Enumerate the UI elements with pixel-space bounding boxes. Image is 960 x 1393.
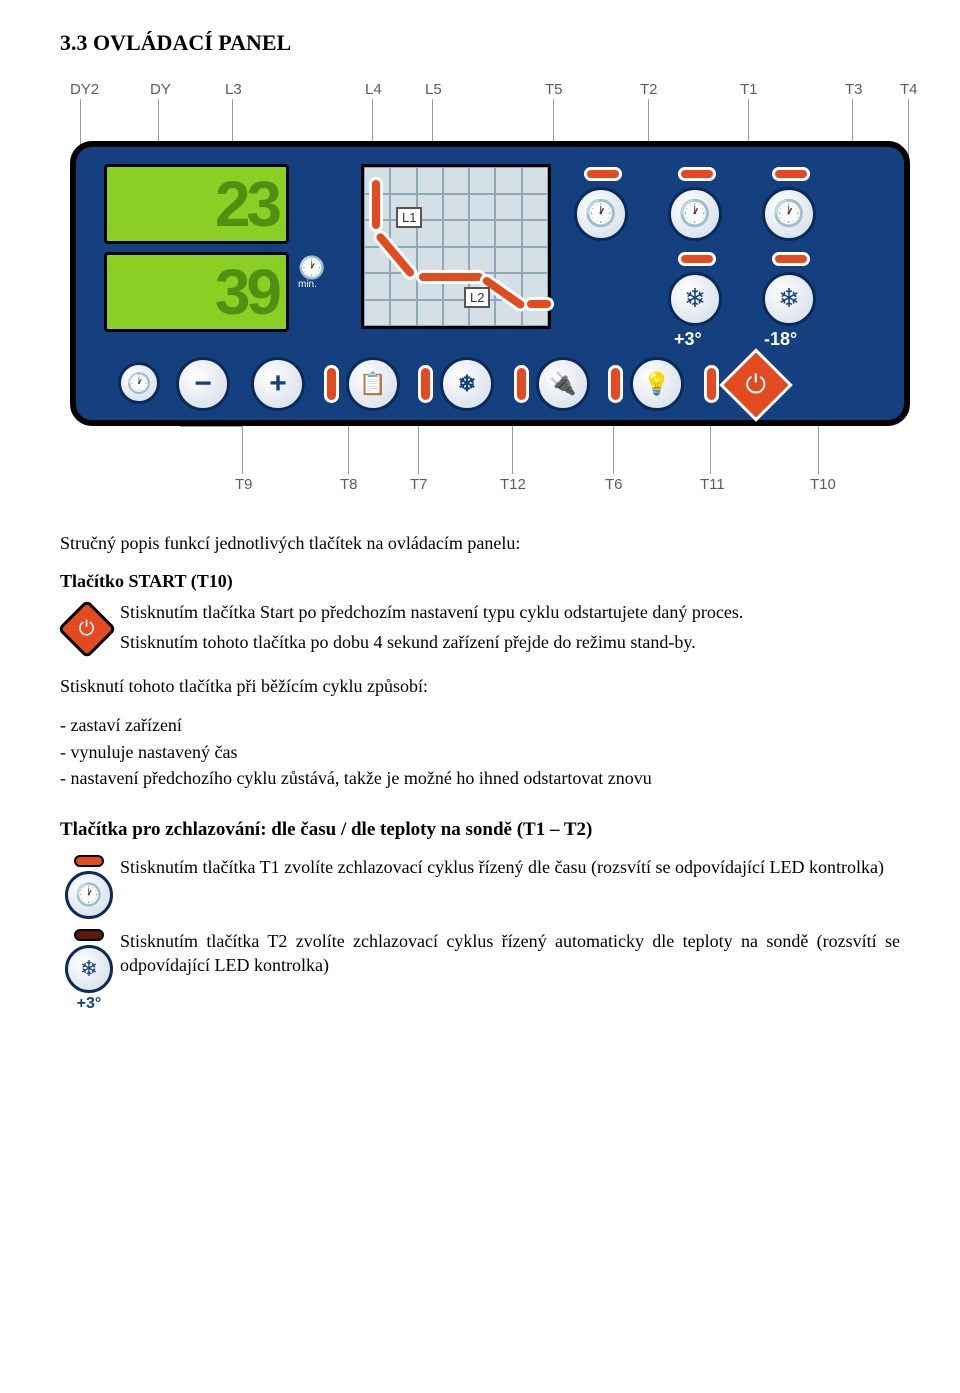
- curve-segment: [416, 270, 486, 284]
- label-l2-box: L2: [464, 287, 490, 308]
- led-t4: [772, 252, 810, 266]
- t2-block: ❄ +3° Stisknutím tlačítka T2 zvolíte zch…: [60, 929, 900, 1013]
- lcd-temp-value: 23: [215, 172, 278, 236]
- label-t2: T2: [640, 81, 658, 98]
- led-t3: [678, 252, 716, 266]
- lcd-time-value: 39: [215, 260, 278, 324]
- effect-item: nastavení předchozího cyklu zůstává, tak…: [60, 765, 900, 791]
- callout-line: [418, 426, 419, 474]
- led-off-icon: [74, 929, 104, 941]
- callout-line: [710, 426, 711, 474]
- label-t11: T11: [700, 476, 725, 493]
- gauge-t5[interactable]: 🕐: [574, 187, 628, 241]
- led-t1: [772, 167, 810, 181]
- btn-t10-start[interactable]: ⏻: [719, 348, 793, 422]
- callout-line: [908, 99, 909, 159]
- label-t1: T1: [740, 81, 758, 98]
- t1t2-heading: Tlačítka pro zchlazování: dle času / dle…: [60, 819, 900, 841]
- control-panel-diagram: DY2 DY L3 L4 L5 T5 T2 T1 T3 T4 23 🌡 39 🕐…: [60, 81, 920, 501]
- label-t7: T7: [410, 476, 428, 493]
- lcd-temperature: 23: [104, 164, 289, 244]
- label-t10: T10: [810, 476, 836, 493]
- btn-t9-clock[interactable]: 🕐: [118, 362, 160, 404]
- effect-item: zastaví zařízení: [60, 712, 900, 738]
- label-t9: T9: [235, 476, 253, 493]
- callout-line: [348, 426, 349, 474]
- effect-item: vynuluje nastavený čas: [60, 739, 900, 765]
- label-l5: L5: [425, 81, 442, 98]
- control-panel: 23 🌡 39 🕐 min.: [70, 141, 910, 426]
- btn-t12-list[interactable]: 📋: [346, 357, 400, 411]
- curve-segment: [369, 177, 383, 232]
- temp-plus3-label: +3°: [674, 329, 702, 350]
- t10-heading: Tlačítko START (T10): [60, 569, 900, 593]
- label-t12: T12: [500, 476, 526, 493]
- thermometer-icon: 🌡: [298, 167, 334, 201]
- temp-minus18-label: -18°: [764, 329, 797, 350]
- min-label: min.: [298, 279, 317, 290]
- label-t6: T6: [605, 476, 623, 493]
- label-t8: T8: [340, 476, 358, 493]
- label-l1-box: L1: [396, 207, 422, 228]
- led-t10: [704, 365, 719, 403]
- start-button-icon: ⏻: [57, 599, 116, 658]
- led-t2: [678, 167, 716, 181]
- t10-block: ⏻ Stisknutím tlačítka Start po předchozí…: [60, 600, 900, 661]
- callout-line: [613, 426, 614, 474]
- led-t11a: [514, 365, 529, 403]
- intro-lead: Stručný popis funkcí jednotlivých tlačít…: [60, 531, 900, 555]
- callout-line: [242, 426, 243, 474]
- t1-block: 🕐 Stisknutím tlačítka T1 zvolíte zchlazo…: [60, 855, 900, 919]
- effects-lead: Stisknutí tohoto tlačítka při běžícím cy…: [60, 674, 900, 698]
- led-t5: [584, 167, 622, 181]
- label-dy2: DY2: [70, 81, 99, 98]
- gauge-t4[interactable]: ❄: [762, 272, 816, 326]
- btn-t6-defrost[interactable]: ❄: [440, 357, 494, 411]
- label-dy: DY: [150, 81, 171, 98]
- gauge-t1[interactable]: 🕐: [762, 187, 816, 241]
- label-l3: L3: [225, 81, 242, 98]
- effects-list: zastaví zařízení vynuluje nastavený čas …: [60, 712, 900, 790]
- led-t11b: [608, 365, 623, 403]
- gauge-t3[interactable]: ❄: [668, 272, 722, 326]
- section-title: 3.3 OVLÁDACÍ PANEL: [60, 30, 900, 56]
- gauge-t1-icon: 🕐: [65, 871, 113, 919]
- callout-line: [512, 426, 513, 474]
- callout-line: [818, 426, 819, 474]
- label-t5: T5: [545, 81, 563, 98]
- t10-p2: Stisknutím tohoto tlačítka po dobu 4 sek…: [120, 630, 900, 654]
- gauge-t2[interactable]: 🕐: [668, 187, 722, 241]
- gauge-t2-icon: ❄: [65, 945, 113, 993]
- led-t12: [324, 365, 339, 403]
- btn-t7-plus[interactable]: +: [251, 357, 305, 411]
- led-t6: [418, 365, 433, 403]
- curve-segment: [524, 297, 554, 311]
- lcd-time: 39: [104, 252, 289, 332]
- btn-t8-minus[interactable]: −: [176, 357, 230, 411]
- t2-p: Stisknutím tlačítka T2 zvolíte zchlazova…: [120, 929, 900, 978]
- label-l4: L4: [365, 81, 382, 98]
- led-icon: [74, 855, 104, 867]
- clock-icon: 🕐: [298, 255, 325, 281]
- callout-line: [180, 426, 242, 427]
- t10-p1: Stisknutím tlačítka Start po předchozím …: [120, 600, 900, 624]
- btn-t11-probe[interactable]: 🔌: [536, 357, 590, 411]
- label-t3: T3: [845, 81, 863, 98]
- btn-light[interactable]: 💡: [630, 357, 684, 411]
- gauge-t2-caption: +3°: [77, 995, 102, 1013]
- label-t4: T4: [900, 81, 918, 98]
- t1-p: Stisknutím tlačítka T1 zvolíte zchlazova…: [120, 855, 900, 879]
